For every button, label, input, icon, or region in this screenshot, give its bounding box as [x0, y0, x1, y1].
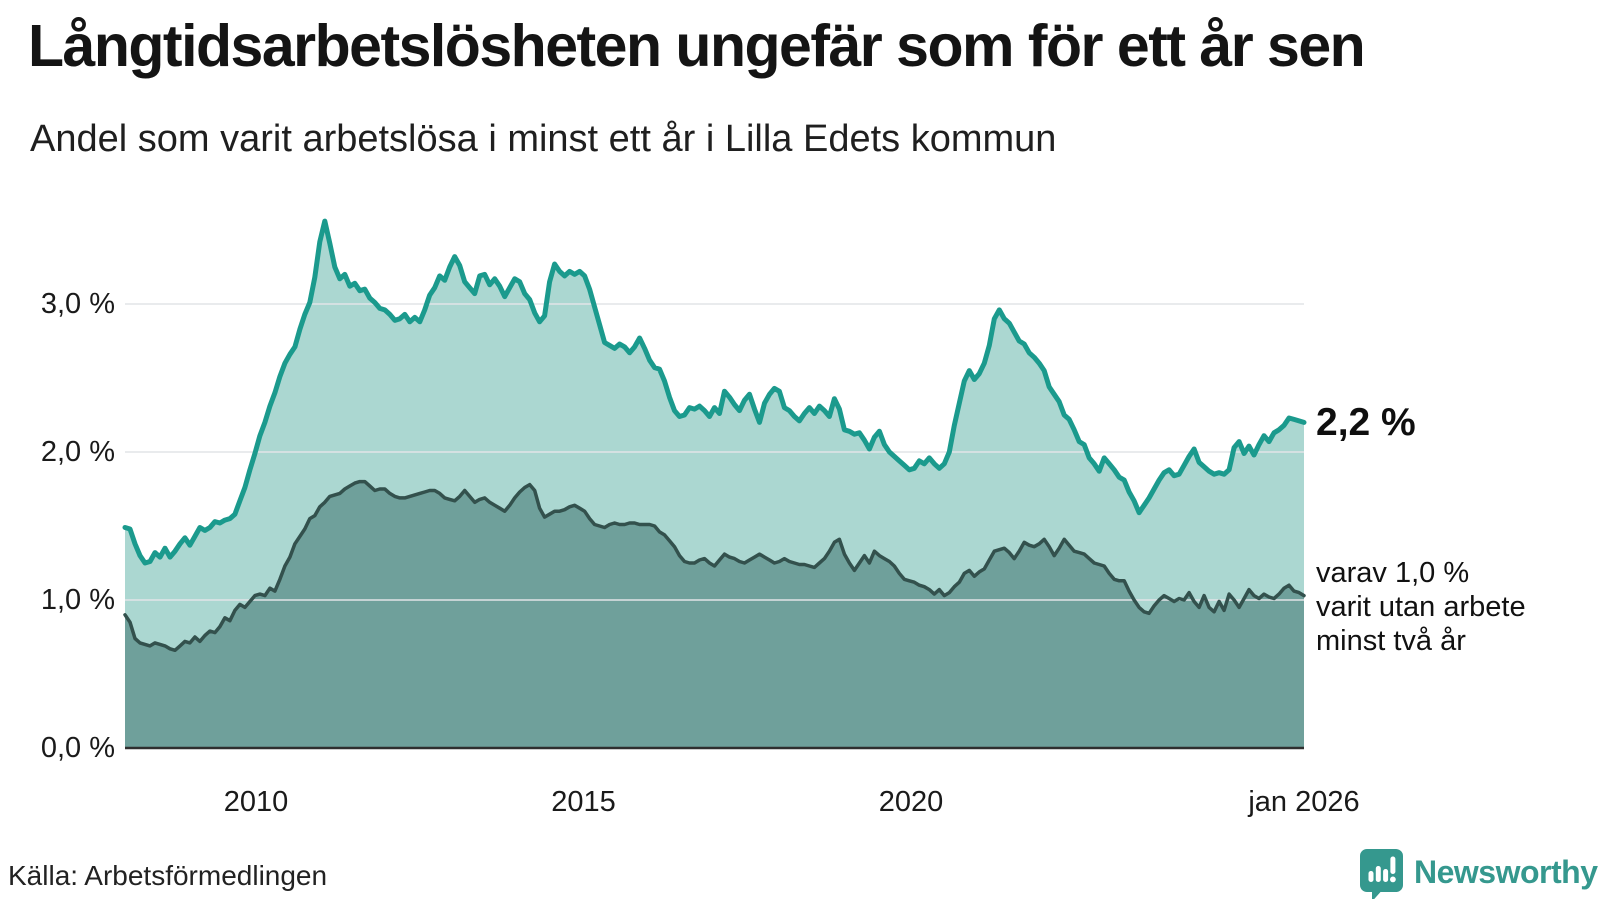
- line-total-unemployed: [122, 218, 1307, 566]
- page-title: Långtidsarbetslösheten ungefär som för e…: [28, 13, 1366, 79]
- x-tick-label-2015: 2015: [551, 786, 616, 818]
- latest-two-years-annotation: varav 1,0 % varit utan arbete minst två …: [1316, 556, 1526, 658]
- gridlines: [125, 303, 1304, 601]
- logo-bar-3: [1383, 869, 1389, 882]
- y-tick-label-3: 3,0 %: [40, 288, 115, 320]
- y-tick-label-1: 1,0 %: [40, 584, 115, 616]
- annotation-line-1: varav 1,0 %: [1316, 557, 1470, 589]
- line-two-years-unemployed: [123, 479, 1306, 653]
- area-two-years-unemployed: [125, 481, 1304, 748]
- y-tick-label-0: 0,0 %: [40, 732, 115, 764]
- newsworthy-wordmark: Newsworthy: [1414, 854, 1598, 890]
- logo-exclamation-bar: [1390, 856, 1396, 874]
- newsworthy-logo-link[interactable]: Newsworthy: [1358, 846, 1598, 899]
- annotation-line-3: minst två år: [1316, 625, 1466, 657]
- annotation-line-2: varit utan arbete: [1316, 591, 1526, 623]
- x-tick-label-2010: 2010: [223, 786, 289, 818]
- logo-exclamation-dot: [1390, 876, 1396, 883]
- x-tick-label-2026: jan 2026: [1248, 786, 1360, 818]
- newsworthy-bubble-icon: [1360, 849, 1403, 899]
- x-tick-label-2020: 2020: [878, 786, 944, 818]
- y-tick-label-2: 2,0 %: [40, 436, 115, 468]
- logo-bar-2: [1375, 866, 1381, 882]
- logo-bar-1: [1368, 871, 1374, 882]
- source-attribution: Källa: Arbetsförmedlingen: [8, 860, 328, 891]
- chart-subtitle: Andel som varit arbetslösa i minst ett å…: [30, 118, 1057, 160]
- latest-total-value-label: 2,2 %: [1316, 401, 1416, 444]
